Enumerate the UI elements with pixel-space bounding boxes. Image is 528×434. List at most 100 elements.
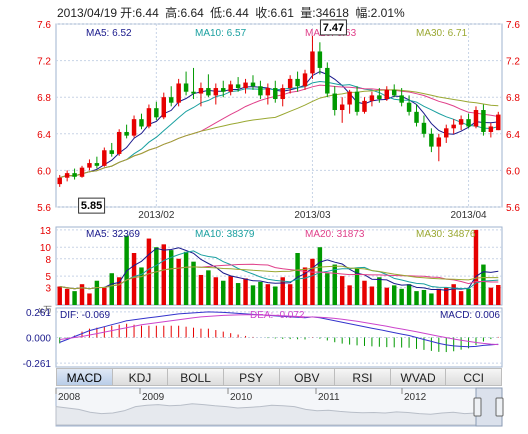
navigator-year-label: 2009 [142,392,165,403]
candle-body [458,119,464,125]
candle-body [332,93,337,111]
candle-body [436,137,442,147]
candle-body [94,163,100,166]
candle-body [146,108,152,127]
candle-body [139,119,144,127]
volume-bar [347,285,352,305]
volume-bar [228,276,233,305]
volume-bar [176,258,181,305]
high-callout: 7.47 [323,22,344,34]
volume-bar [287,284,293,305]
indicator-tabs: MACD KDJ BOLL PSY OBV RSI WVAD CCI [56,368,502,386]
navigator-panel: 2008 2009 2010 2011 2012 [55,387,504,427]
volume-bar [72,291,77,305]
candle-body [302,73,308,87]
volume-tick: 13 [40,226,52,237]
volume-bar [332,264,337,305]
volume-bar [496,285,501,305]
volume-bar [339,276,345,305]
candle-body [473,110,479,127]
volume-bar [94,280,100,305]
dif-line [59,311,499,348]
volume-ma-label: MA5: 32369 [86,229,140,240]
volume-bar [116,277,122,305]
dea-line [59,314,499,346]
volume-bar [146,238,152,305]
low-callout-box [78,197,106,214]
volume-bar [369,286,375,305]
price-tick-left: 6.4 [37,130,51,141]
volume-bar [235,283,241,305]
tab-macd[interactable]: MACD [56,368,113,386]
change-label: 幅: [355,6,371,20]
volume-bar [280,277,285,305]
navigator-handle-left[interactable] [473,397,482,417]
price-tick-left: 7.2 [37,57,51,68]
price-x-label: 2013/02 [138,210,175,221]
candle-body [258,86,263,96]
volume-bar [221,280,226,305]
tab-cci[interactable]: CCI [446,368,502,386]
volume-bar [362,280,367,305]
volume-bar [102,287,107,305]
ma30-line [59,89,499,179]
volume-bar [384,287,390,305]
candle-body [176,83,181,103]
candle-body [206,88,211,96]
volume-bar [109,273,114,305]
candle-body [64,173,70,178]
price-tick-left: 7.6 [37,20,51,31]
volume-bar [429,293,434,305]
volume-bar [198,274,204,305]
candle-body [109,150,114,154]
close-value: 6.61 [270,6,294,20]
price-tick-right: 7.2 [506,57,520,68]
tab-boll[interactable]: BOLL [168,368,224,386]
price-tick-right: 5.6 [506,203,520,214]
candle-body [287,78,293,89]
candle-body [265,88,271,96]
macd-label: MACD: 0.006 [440,310,500,321]
candle-body [168,97,174,103]
volume-bar [466,288,471,305]
candle-body [191,91,196,94]
candle-body [317,51,323,68]
volume-bar [414,291,419,305]
ma5-line [59,71,499,179]
vol-ma10-line [59,250,499,290]
candle-body [295,78,300,87]
change-value: 2.01% [370,6,405,20]
navigator-year-label: 2011 [318,392,340,403]
macd-tick: 0.000 [26,334,51,345]
volume-bar [154,247,159,305]
navigator-handle-right[interactable] [495,397,504,417]
candle-body [72,173,77,177]
candle-body [79,167,85,177]
macd-tick: 0.261 [26,308,51,319]
price-ma-label: MA5: 6.52 [86,28,132,39]
volume-tick: 3 [45,284,51,295]
volume-bar [436,288,442,305]
volume-bar [302,267,308,305]
volume-unit-label: x万 [38,305,52,315]
volume-bar [488,287,494,305]
tab-wvad[interactable]: WVAD [390,368,447,386]
tab-obv[interactable]: OBV [279,368,336,386]
low-callout: 5.85 [81,200,102,212]
volume-bar [250,285,256,305]
candle-body [161,97,167,118]
navigator-year-label: 2010 [230,392,253,403]
candle-body [496,114,501,131]
tab-kdj[interactable]: KDJ [112,368,169,386]
candle-body [57,177,62,185]
tab-psy[interactable]: PSY [223,368,280,386]
volume-value: 34618 [315,6,349,20]
candle-body [235,84,241,89]
volume-bar [87,293,92,305]
volume-bar [421,289,427,305]
candle-body [87,163,92,168]
volume-bar [79,284,85,305]
macd-panel: 0.261 0.000 -0.261 DIF: -0.069 DEA: -0.072 MA… [23,307,503,370]
navigator-year-label: 2012 [404,392,427,403]
tab-rsi[interactable]: RSI [335,368,391,386]
